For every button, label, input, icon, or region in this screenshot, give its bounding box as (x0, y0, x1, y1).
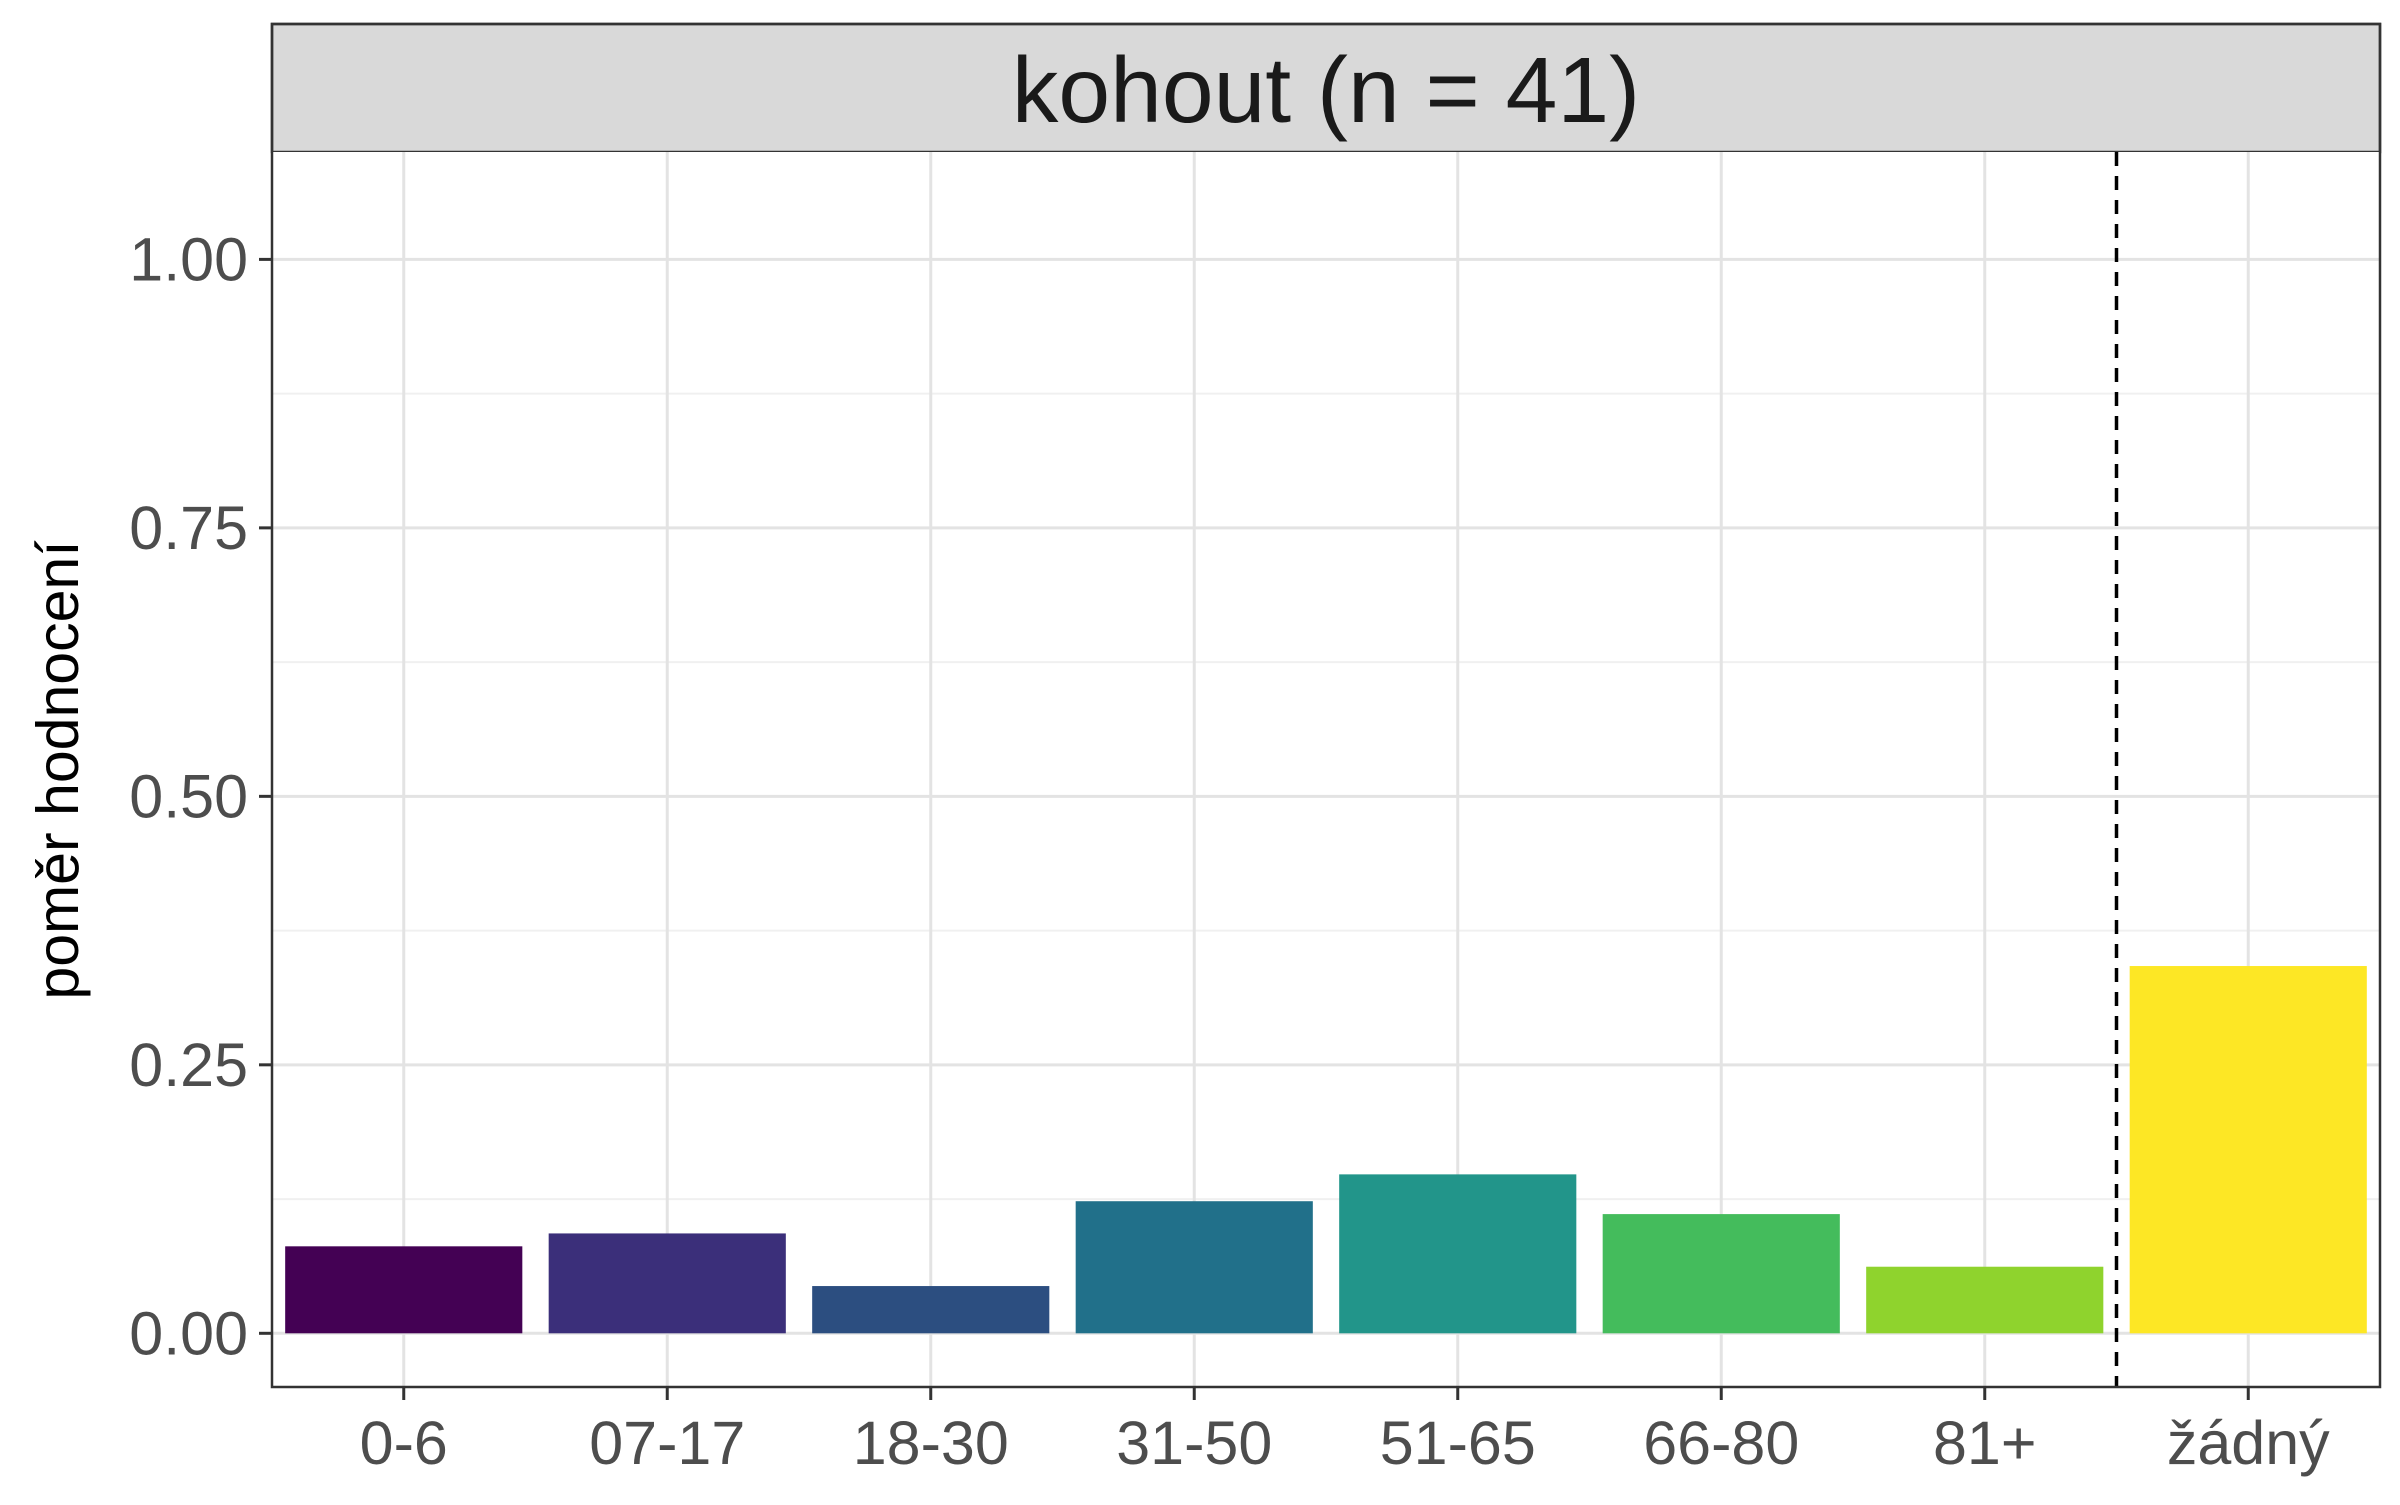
plot-panel-border (270, 22, 2382, 1389)
bar-31-50 (1075, 1201, 1313, 1334)
y-tick-label: 0.25 (129, 1031, 248, 1099)
bars (285, 966, 2367, 1334)
y-tick-label: 1.00 (129, 225, 248, 293)
y-axis-title: poměr hodnocení (25, 540, 91, 1000)
x-tick-label: 66-80 (1643, 1409, 1799, 1477)
x-tick-label: 81+ (1933, 1409, 2036, 1477)
bar-07-17 (548, 1233, 786, 1334)
bar-81+ (1866, 1266, 2104, 1334)
grid-lines (272, 152, 2380, 1387)
axes: 0.00 0.25 0.50 0.75 1.00 0-6 07-17 18-30 31-50 51… (129, 225, 2330, 1477)
x-tick-label: 07-17 (589, 1409, 745, 1477)
y-tick-label: 0.00 (129, 1299, 248, 1367)
facet-strip (270, 22, 2382, 154)
bar-18-30 (812, 1286, 1050, 1334)
bar-0-6 (285, 1246, 523, 1334)
bar-66-80 (1602, 1214, 1840, 1334)
x-tick-label: 0-6 (360, 1409, 448, 1477)
bar-žádný (2129, 966, 2367, 1334)
bar-51-65 (1339, 1174, 1577, 1334)
x-tick-label: žádný (2167, 1409, 2330, 1477)
x-tick-label: 18-30 (853, 1409, 1009, 1477)
y-tick-label: 0.50 (129, 762, 248, 830)
y-tick-label: 0.75 (129, 494, 248, 562)
x-tick-label: 51-65 (1380, 1409, 1536, 1477)
facet-strip-title: kohout (n = 41) (1012, 38, 1640, 142)
x-tick-label: 31-50 (1116, 1409, 1272, 1477)
plot-panel (272, 152, 2380, 1387)
